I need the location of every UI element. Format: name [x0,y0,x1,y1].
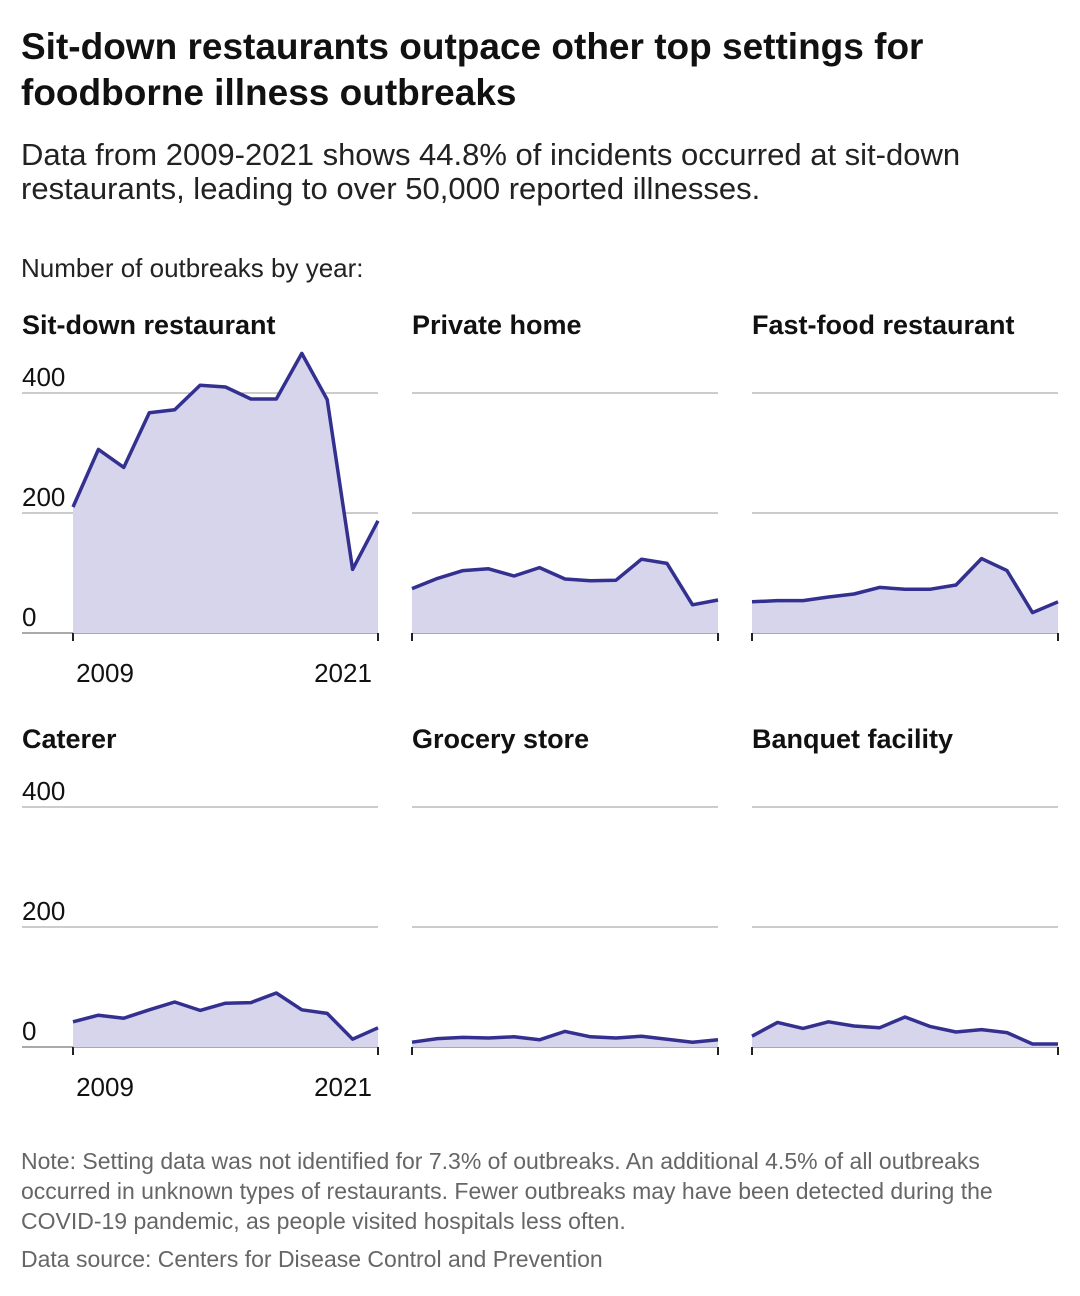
panel-sit-down-restaurant: Sit-down restaurant 0 200 400 2009 2021 [22,310,380,688]
x-tick-label: 2009 [76,658,134,688]
panel-title: Grocery store [412,724,589,754]
y-tick-label: 0 [22,1016,36,1046]
series-area [73,993,378,1047]
series-area [412,1031,718,1047]
panel-private-home: Private home [411,310,719,641]
chart-title: Sit-down restaurants outpace other top s… [21,26,924,113]
panel-title: Caterer [22,724,117,754]
panel-caterer: Caterer 0 200 400 2009 2021 [22,724,379,1102]
chart-note: Note: Setting data was not identified fo… [21,1148,993,1234]
series-area [752,1017,1058,1047]
series-area [412,559,718,633]
data-source: Data source: Centers for Disease Control… [21,1246,603,1272]
panel-grocery-store: Grocery store [411,724,719,1055]
y-tick-label: 200 [22,482,65,512]
y-tick-label: 400 [22,776,65,806]
y-tick-label: 200 [22,896,65,926]
panel-fast-food-restaurant: Fast-food restaurant [751,310,1059,641]
chart-label: Number of outbreaks by year: [21,253,364,283]
panel-title: Sit-down restaurant [22,310,276,340]
panel-title: Banquet facility [752,724,953,754]
y-tick-label: 400 [22,362,65,392]
x-tick-label: 2009 [76,1072,134,1102]
series-area [73,353,378,633]
x-tick-label: 2021 [314,1072,372,1102]
series-area [752,558,1058,633]
panel-title: Private home [412,310,582,340]
x-tick-label: 2021 [314,658,372,688]
panel-title: Fast-food restaurant [752,310,1015,340]
panel-banquet-facility: Banquet facility [751,724,1059,1055]
chart-subtitle: Data from 2009-2021 shows 44.8% of incid… [21,137,961,206]
y-tick-label: 0 [22,602,36,632]
